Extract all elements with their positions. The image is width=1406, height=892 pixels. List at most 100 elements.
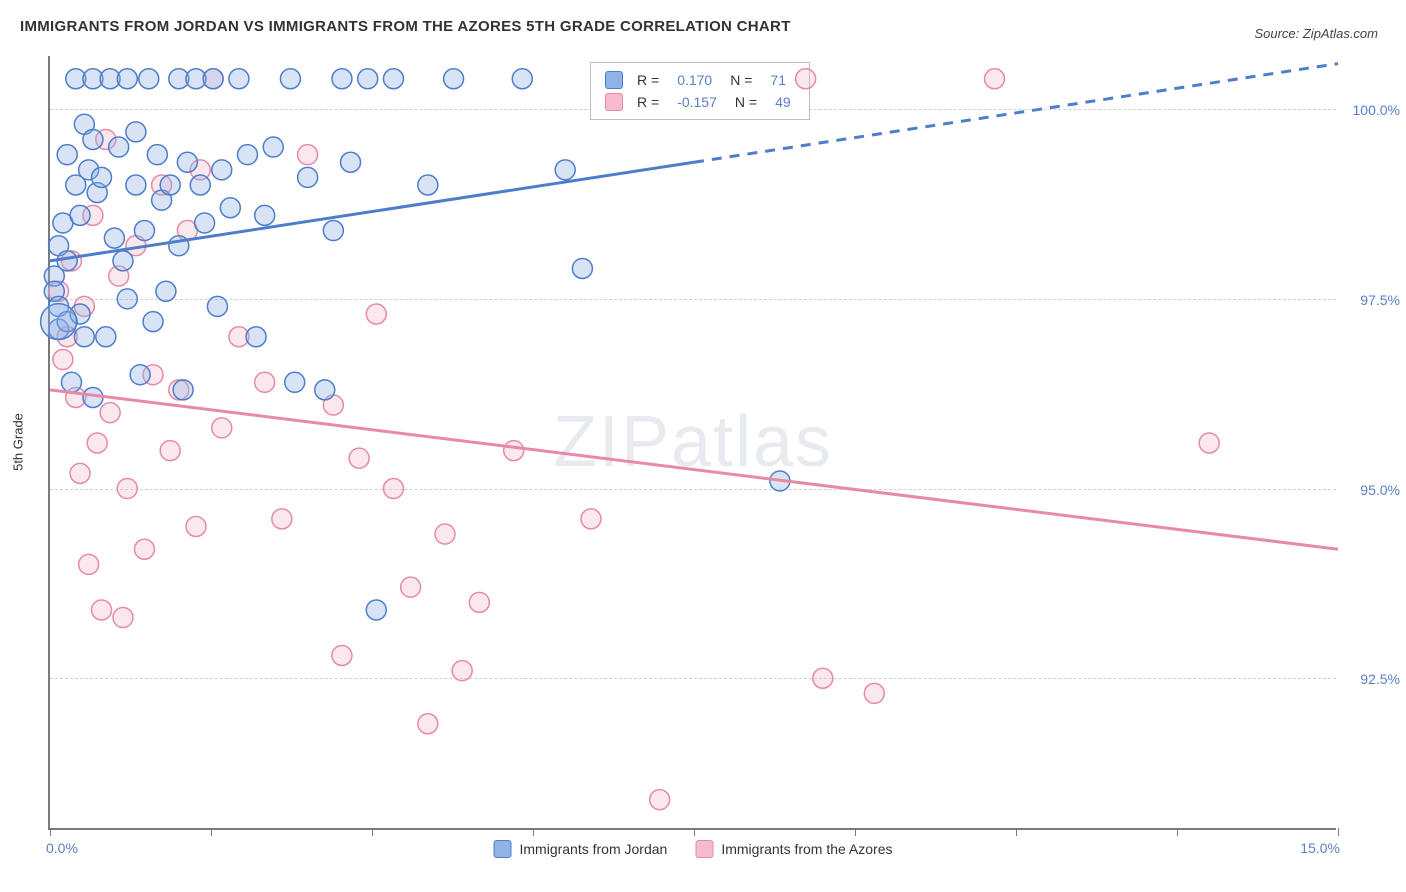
- scatter-point-azores: [383, 479, 403, 499]
- trend-line-azores: [50, 390, 1338, 549]
- scatter-point-jordan: [104, 228, 124, 248]
- scatter-point-jordan: [139, 69, 159, 89]
- y-tick-label: 100.0%: [1353, 102, 1400, 118]
- scatter-point-jordan: [207, 296, 227, 316]
- x-tick: [855, 828, 856, 836]
- swatch-jordan-icon: [494, 840, 512, 858]
- scatter-point-azores: [349, 448, 369, 468]
- scatter-point-jordan: [203, 69, 223, 89]
- scatter-point-jordan: [156, 281, 176, 301]
- source-link[interactable]: ZipAtlas.com: [1303, 26, 1378, 41]
- scatter-point-jordan: [315, 380, 335, 400]
- scatter-point-jordan: [130, 365, 150, 385]
- scatter-point-jordan: [117, 289, 137, 309]
- scatter-point-jordan-large: [41, 304, 77, 340]
- scatter-point-jordan: [143, 312, 163, 332]
- scatter-point-azores: [1199, 433, 1219, 453]
- scatter-point-jordan: [285, 372, 305, 392]
- scatter-point-jordan: [74, 327, 94, 347]
- x-tick: [1177, 828, 1178, 836]
- scatter-point-jordan: [512, 69, 532, 89]
- scatter-point-azores: [469, 592, 489, 612]
- x-tick: [1016, 828, 1017, 836]
- scatter-point-jordan: [173, 380, 193, 400]
- scatter-point-jordan: [220, 198, 240, 218]
- x-tick: [694, 828, 695, 836]
- scatter-point-jordan: [383, 69, 403, 89]
- source-label: Source:: [1254, 26, 1302, 41]
- legend-label-jordan: Immigrants from Jordan: [520, 841, 668, 857]
- scatter-point-jordan: [70, 205, 90, 225]
- scatter-point-azores: [186, 516, 206, 536]
- scatter-point-azores: [418, 714, 438, 734]
- scatter-point-azores: [255, 372, 275, 392]
- x-tick: [211, 828, 212, 836]
- scatter-point-jordan: [113, 251, 133, 271]
- x-tick: [50, 828, 51, 836]
- x-axis-max-label: 15.0%: [1300, 840, 1340, 856]
- y-tick-label: 92.5%: [1360, 671, 1400, 687]
- scatter-point-azores: [581, 509, 601, 529]
- series-legend: Immigrants from Jordan Immigrants from t…: [494, 840, 893, 858]
- scatter-point-jordan: [109, 137, 129, 157]
- scatter-point-jordan: [358, 69, 378, 89]
- scatter-point-jordan: [126, 122, 146, 142]
- trend-line-jordan: [50, 162, 694, 261]
- y-axis-title: 5th Grade: [11, 413, 26, 471]
- scatter-point-jordan: [341, 152, 361, 172]
- scatter-point-jordan: [418, 175, 438, 195]
- source-attribution: Source: ZipAtlas.com: [1254, 26, 1378, 41]
- scatter-point-jordan: [229, 69, 249, 89]
- legend-item-jordan: Immigrants from Jordan: [494, 840, 668, 858]
- scatter-point-azores: [212, 418, 232, 438]
- scatter-point-jordan: [83, 129, 103, 149]
- scatter-point-azores: [504, 441, 524, 461]
- x-tick: [1338, 828, 1339, 836]
- chart-container: IMMIGRANTS FROM JORDAN VS IMMIGRANTS FRO…: [0, 0, 1406, 892]
- scatter-point-jordan: [237, 145, 257, 165]
- trend-line-jordan-dashed: [694, 64, 1338, 163]
- y-tick-label: 97.5%: [1360, 292, 1400, 308]
- scatter-point-azores: [113, 608, 133, 628]
- scatter-point-jordan: [332, 69, 352, 89]
- scatter-point-azores: [985, 69, 1005, 89]
- x-axis-min-label: 0.0%: [46, 840, 78, 856]
- scatter-point-jordan: [195, 213, 215, 233]
- scatter-point-azores: [160, 441, 180, 461]
- scatter-point-jordan: [444, 69, 464, 89]
- scatter-svg: [50, 56, 1336, 828]
- scatter-point-jordan: [555, 160, 575, 180]
- scatter-point-azores: [134, 539, 154, 559]
- scatter-point-jordan: [255, 205, 275, 225]
- y-tick-label: 95.0%: [1360, 482, 1400, 498]
- scatter-point-jordan: [147, 145, 167, 165]
- scatter-point-jordan: [57, 251, 77, 271]
- scatter-point-jordan: [126, 175, 146, 195]
- scatter-point-jordan: [160, 175, 180, 195]
- scatter-point-jordan: [61, 372, 81, 392]
- scatter-point-jordan: [57, 145, 77, 165]
- scatter-point-azores: [650, 790, 670, 810]
- scatter-point-azores: [452, 661, 472, 681]
- scatter-point-jordan: [323, 221, 343, 241]
- scatter-point-azores: [435, 524, 455, 544]
- scatter-point-azores: [813, 668, 833, 688]
- scatter-point-jordan: [190, 175, 210, 195]
- scatter-point-jordan: [212, 160, 232, 180]
- scatter-point-jordan: [177, 152, 197, 172]
- scatter-point-jordan: [134, 221, 154, 241]
- x-tick: [533, 828, 534, 836]
- scatter-point-azores: [79, 554, 99, 574]
- scatter-point-jordan: [263, 137, 283, 157]
- scatter-point-azores: [366, 304, 386, 324]
- scatter-point-azores: [117, 479, 137, 499]
- scatter-point-jordan: [246, 327, 266, 347]
- swatch-azores-icon: [695, 840, 713, 858]
- scatter-point-azores: [401, 577, 421, 597]
- scatter-point-azores: [100, 403, 120, 423]
- scatter-point-azores: [298, 145, 318, 165]
- legend-label-azores: Immigrants from the Azores: [721, 841, 892, 857]
- scatter-point-jordan: [92, 167, 112, 187]
- scatter-point-azores: [53, 350, 73, 370]
- scatter-point-azores: [864, 683, 884, 703]
